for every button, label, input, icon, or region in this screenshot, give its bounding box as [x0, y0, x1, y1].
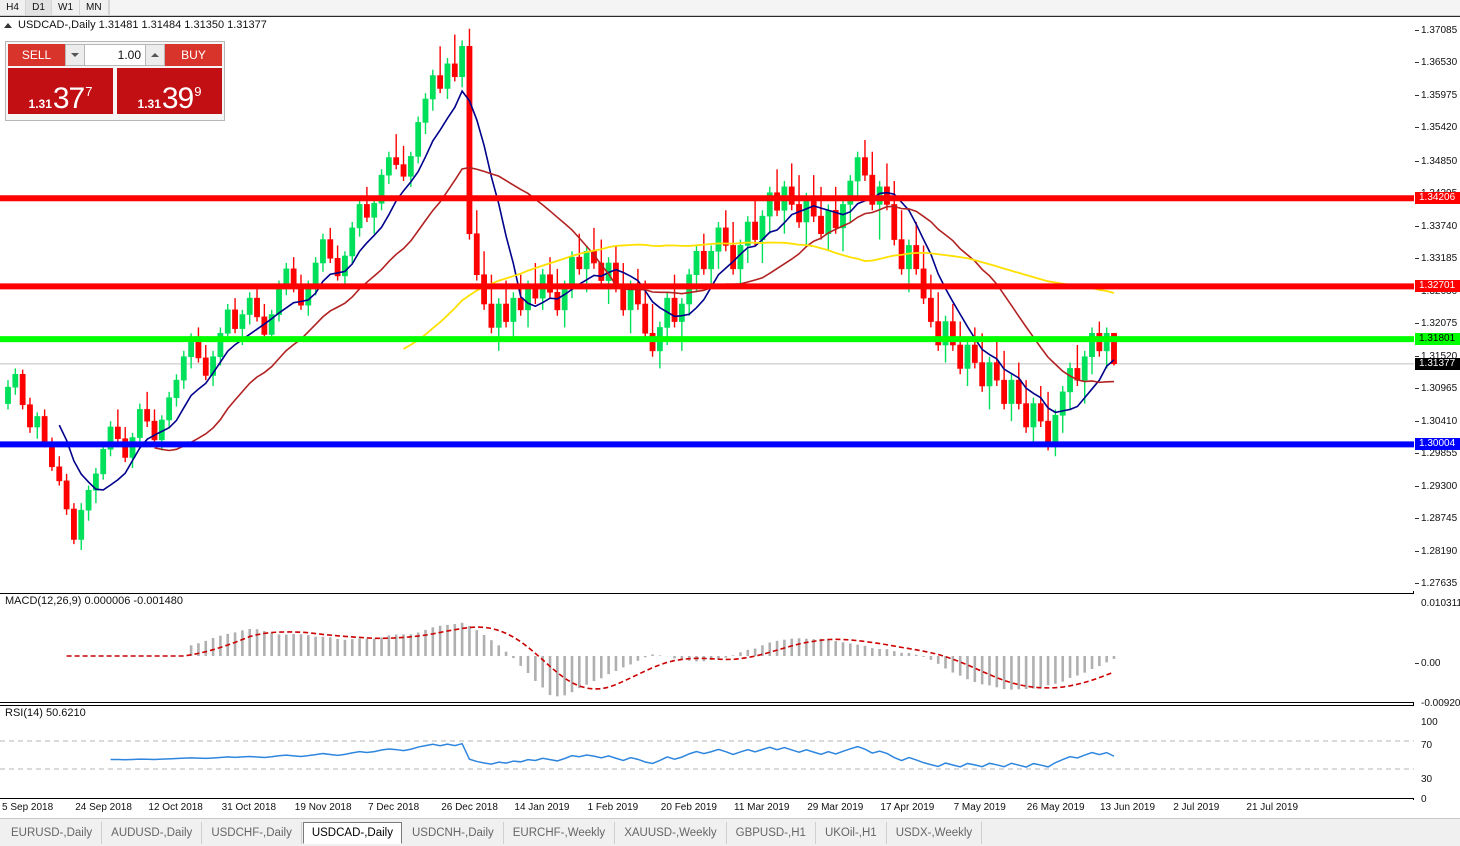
trade-prices-row: 1.31 37 7 1.31 39 9 [6, 68, 224, 116]
time-axis-tick: 12 Oct 2018 [148, 802, 203, 813]
price-axis-tick: 1.33185 [1415, 253, 1457, 264]
buy-price-point: 9 [194, 84, 202, 99]
time-axis-tick: 7 May 2019 [953, 802, 1006, 813]
sell-price-prefix: 1.31 [28, 97, 52, 111]
time-axis-tick: 17 Apr 2019 [880, 802, 935, 813]
period-tab-w1[interactable]: W1 [52, 0, 80, 15]
price-axis-tick: 1.31520 [1415, 351, 1457, 362]
time-axis-tick: 14 Jan 2019 [514, 802, 570, 813]
rsi-axis-tick: 100 [1421, 717, 1438, 728]
rsi-pane[interactable]: RSI(14) 50.6210 [0, 705, 1414, 799]
rsi-chart-svg [0, 740, 1414, 770]
price-axis-tick: 1.28745 [1415, 513, 1457, 524]
price-label-resistance[interactable]: 1.34206 [1415, 192, 1460, 205]
price-label-resistance[interactable]: 1.32701 [1415, 280, 1460, 293]
price-axis-tick: 1.30410 [1415, 416, 1457, 427]
toolbar-filler [108, 0, 1460, 15]
symbol-tab-eurchf[interactable]: EURCHF-,Weekly [504, 821, 616, 844]
buy-price-box[interactable]: 1.31 39 9 [117, 68, 222, 114]
price-axis-tick: 1.35420 [1415, 122, 1457, 133]
symbol-tab-audusd[interactable]: AUDUSD-,Daily [102, 821, 203, 844]
price-label-current-price[interactable]: 1.31377 [1415, 357, 1460, 370]
time-axis-tick: 7 Dec 2018 [368, 802, 420, 813]
macd-chart-svg [66, 622, 1116, 697]
time-axis-tick: 13 Jun 2019 [1100, 802, 1156, 813]
price-axis-tick: 1.37085 [1415, 25, 1457, 36]
price-label-support[interactable]: 1.30004 [1415, 438, 1460, 451]
time-axis-tick: 31 Oct 2018 [221, 802, 277, 813]
time-axis: 5 Sep 2018 24 Sep 2018 12 Oct 2018 31 Oct 2… [0, 800, 1414, 819]
macd-axis-tick: -0.009203 [1421, 698, 1460, 709]
chevron-down-icon [71, 53, 79, 57]
symbol-tab-usdchf[interactable]: USDCHF-,Daily [202, 821, 302, 844]
chevron-up-icon [151, 53, 159, 57]
buy-price-prefix: 1.31 [137, 97, 161, 111]
time-axis-tick: 21 Jul 2019 [1246, 802, 1299, 813]
volume-increase-button[interactable] [145, 44, 165, 66]
period-tab-mn[interactable]: MN [80, 0, 109, 15]
price-axis-tick: 1.30965 [1415, 383, 1457, 394]
symbol-tab-xauusd[interactable]: XAUUSD-,Weekly [615, 821, 727, 844]
sell-price-big: 37 [52, 82, 85, 114]
price-axis-tick: 1.28190 [1415, 546, 1457, 557]
volume-decrease-button[interactable] [65, 44, 85, 66]
time-axis-tick: 26 Dec 2018 [441, 802, 498, 813]
time-axis-tick: 26 May 2019 [1026, 802, 1085, 813]
macd-axis-tick: 0.010311 [1421, 598, 1460, 609]
time-axis-tick: 1 Feb 2019 [587, 802, 639, 813]
time-axis-tick: 19 Nov 2018 [294, 802, 352, 813]
sell-button[interactable]: SELL [8, 44, 65, 66]
price-axis[interactable]: 1.37085 1.36530 1.35975 1.35420 1.34850 1.342… [1415, 17, 1460, 805]
symbol-tab-usdcnh[interactable]: USDCNH-,Daily [403, 821, 504, 844]
price-axis-tick: 1.36530 [1415, 57, 1457, 68]
volume-input[interactable]: 1.00 [85, 44, 145, 66]
symbol-tab-usdx[interactable]: USDX-,Weekly [887, 821, 983, 844]
rsi-axis-tick: 30 [1421, 774, 1433, 785]
symbol-tab-gbpusd[interactable]: GBPUSD-,H1 [727, 821, 816, 844]
time-axis-tick: 29 Mar 2019 [807, 802, 864, 813]
period-toolbar: H4 D1 W1 MN [0, 0, 1460, 16]
macd-axis-tick: 0.00 [1415, 658, 1440, 669]
symbol-tab-ukoil[interactable]: UKOil-,H1 [816, 821, 887, 844]
buy-price-big: 39 [161, 82, 194, 114]
price-axis-tick: 1.34850 [1415, 156, 1457, 167]
price-chart-svg [0, 28, 1414, 550]
time-axis-tick: 5 Sep 2018 [2, 802, 54, 813]
macd-pane[interactable]: MACD(12,26,9) 0.000006 -0.001480 [0, 593, 1414, 703]
time-axis-tick: 20 Feb 2019 [660, 802, 717, 813]
chart-area[interactable]: USDCAD-,Daily 1.31481 1.31484 1.31350 1.… [0, 16, 1460, 819]
buy-button[interactable]: BUY [165, 44, 222, 66]
price-axis-tick: 1.33740 [1415, 221, 1457, 232]
price-axis-tick: 1.35975 [1415, 90, 1457, 101]
symbol-tab-eurusd[interactable]: EURUSD-,Daily [2, 821, 103, 844]
sell-price-box[interactable]: 1.31 37 7 [8, 68, 113, 114]
macd-label: MACD(12,26,9) 0.000006 -0.001480 [4, 595, 184, 607]
time-axis-tick: 24 Sep 2018 [75, 802, 132, 813]
one-click-trading-panel[interactable]: SELL 1.00 BUY 1.31 37 7 1.31 39 [5, 41, 225, 121]
collapse-triangle-icon[interactable] [4, 22, 12, 28]
symbol-tab-bar[interactable]: EURUSD-,Daily AUDUSD-,Daily USDCHF-,Daily U… [0, 818, 1460, 846]
price-axis-tick: 1.29300 [1415, 481, 1457, 492]
rsi-label: RSI(14) 50.6210 [4, 707, 87, 719]
rsi-axis-tick: 70 [1421, 740, 1433, 751]
chart-header-text: USDCAD-,Daily 1.31481 1.31484 1.31350 1.… [18, 19, 267, 31]
period-tab-d1[interactable]: D1 [26, 0, 52, 15]
time-axis-tick: 11 Mar 2019 [734, 802, 790, 813]
time-axis-tick: 2 Jul 2019 [1173, 802, 1220, 813]
price-axis-tick: 1.32075 [1415, 318, 1457, 329]
trade-controls-row: SELL 1.00 BUY [6, 42, 224, 68]
price-label-support[interactable]: 1.31801 [1415, 333, 1460, 346]
period-tab-h4[interactable]: H4 [0, 0, 26, 15]
chart-header: USDCAD-,Daily 1.31481 1.31484 1.31350 1.… [4, 19, 267, 31]
rsi-axis-tick: 0 [1421, 794, 1427, 805]
price-pane[interactable] [0, 17, 1414, 591]
sell-price-point: 7 [85, 84, 93, 99]
symbol-tab-usdcad[interactable]: USDCAD-,Daily [302, 821, 402, 844]
price-axis-tick: 1.27635 [1415, 578, 1457, 589]
price-axis-tick: 1.29855 [1415, 448, 1457, 459]
